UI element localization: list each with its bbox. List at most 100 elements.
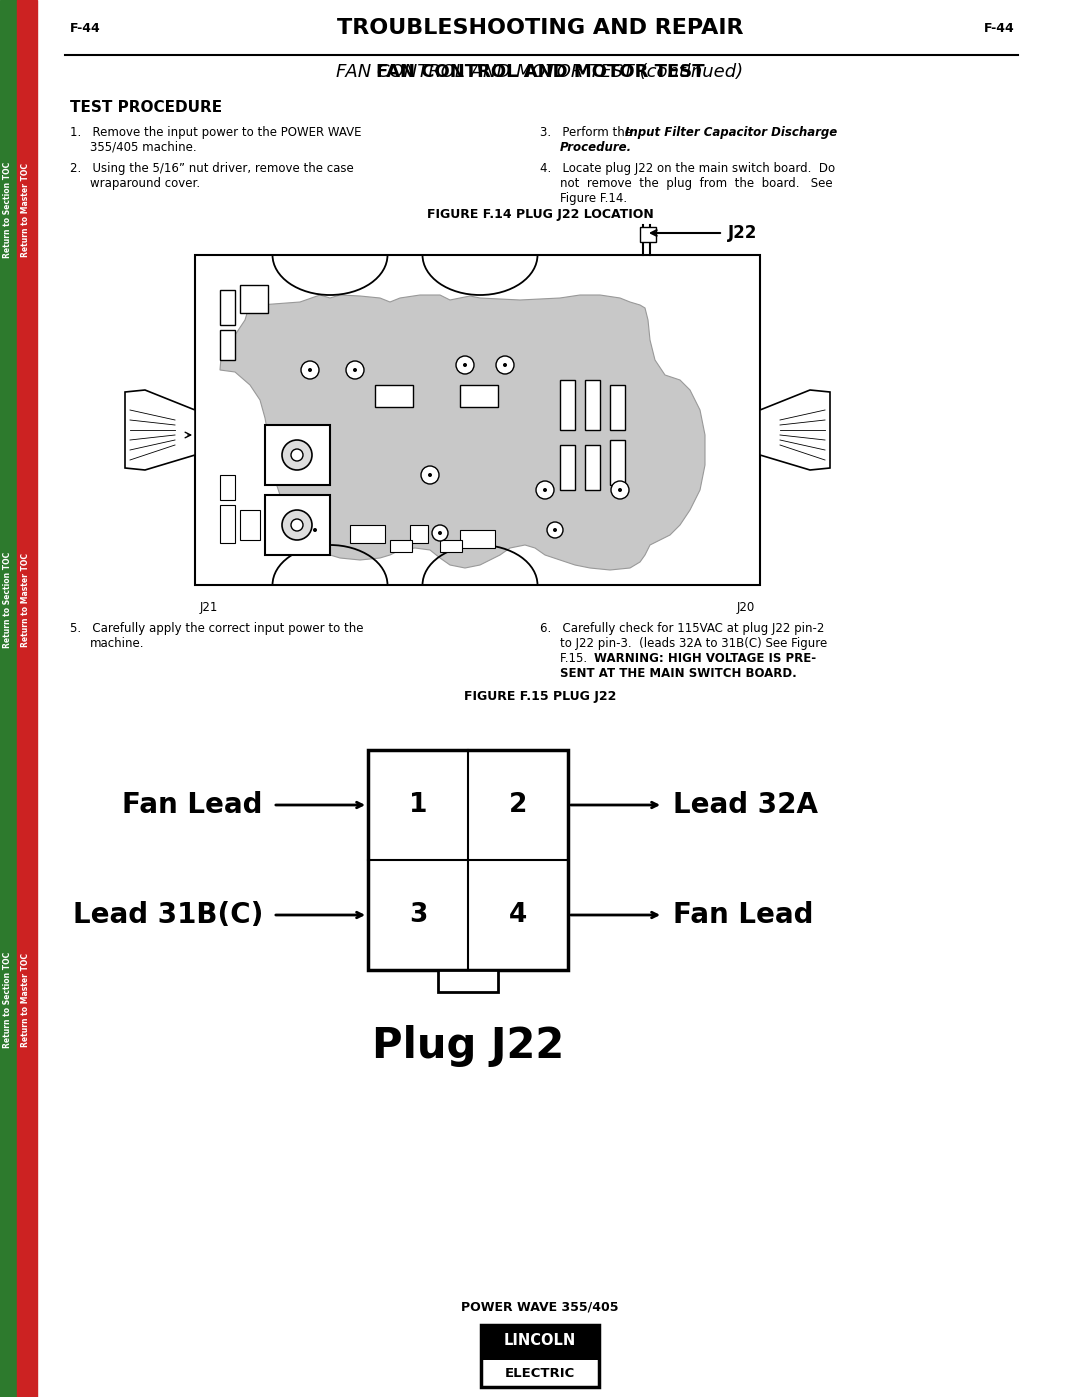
Text: 2.   Using the 5/16” nut driver, remove the case: 2. Using the 5/16” nut driver, remove th…: [70, 162, 354, 175]
Text: 1.   Remove the input power to the POWER WAVE: 1. Remove the input power to the POWER W…: [70, 126, 362, 138]
Text: TEST PROCEDURE: TEST PROCEDURE: [70, 101, 222, 115]
Circle shape: [611, 481, 629, 499]
Bar: [240, 510, 260, 541]
Text: FAN CONTROL AND MOTOR TEST: FAN CONTROL AND MOTOR TEST: [376, 63, 704, 81]
Text: Input Filter Capacitor Discharge: Input Filter Capacitor Discharge: [625, 126, 837, 138]
Circle shape: [463, 363, 467, 367]
Bar: [610, 440, 625, 485]
Text: to J22 pin-3.  (leads 32A to 31B(C) See Figure: to J22 pin-3. (leads 32A to 31B(C) See F…: [561, 637, 827, 650]
Bar: [561, 446, 575, 490]
Text: Return to Master TOC: Return to Master TOC: [22, 163, 30, 257]
Circle shape: [536, 481, 554, 499]
Circle shape: [353, 367, 357, 372]
Bar: [195, 256, 760, 585]
Circle shape: [496, 356, 514, 374]
Circle shape: [307, 522, 323, 538]
Text: 355/405 machine.: 355/405 machine.: [90, 141, 197, 154]
Circle shape: [543, 488, 546, 492]
Polygon shape: [760, 390, 831, 469]
Polygon shape: [125, 390, 195, 469]
Text: ®: ®: [591, 1329, 599, 1337]
Bar: [481, 1324, 599, 1387]
Bar: [438, 970, 498, 992]
Bar: [265, 425, 330, 485]
Text: 3.   Perform the: 3. Perform the: [540, 126, 636, 138]
Text: F-44: F-44: [70, 22, 100, 35]
Bar: [220, 330, 235, 360]
Text: TROUBLESHOOTING AND REPAIR: TROUBLESHOOTING AND REPAIR: [337, 18, 743, 38]
Text: F-44: F-44: [984, 22, 1015, 35]
Bar: [375, 386, 413, 407]
Text: Procedure.: Procedure.: [561, 141, 632, 154]
Bar: [220, 504, 235, 543]
Bar: [460, 529, 495, 548]
Circle shape: [301, 360, 319, 379]
Text: LINCOLN: LINCOLN: [504, 1333, 576, 1348]
Text: Return to Section TOC: Return to Section TOC: [3, 162, 13, 258]
Bar: [483, 1327, 597, 1359]
Text: Return to Master TOC: Return to Master TOC: [22, 553, 30, 647]
Bar: [240, 285, 268, 313]
Bar: [610, 386, 625, 430]
Bar: [585, 446, 600, 490]
Text: Fan Lead: Fan Lead: [673, 901, 813, 929]
Text: Return to Master TOC: Return to Master TOC: [22, 953, 30, 1046]
Bar: [220, 475, 235, 500]
Text: FIGURE F.15 PLUG J22: FIGURE F.15 PLUG J22: [463, 690, 617, 703]
Text: 5.   Carefully apply the correct input power to the: 5. Carefully apply the correct input pow…: [70, 622, 364, 636]
Bar: [17, 0, 37, 1397]
Text: Fan Lead: Fan Lead: [122, 791, 264, 819]
Text: Lead 32A: Lead 32A: [673, 791, 818, 819]
Text: J22: J22: [728, 224, 757, 242]
Text: Lead 31B(C): Lead 31B(C): [72, 901, 264, 929]
Text: wraparound cover.: wraparound cover.: [90, 177, 200, 190]
Circle shape: [282, 440, 312, 469]
Bar: [440, 541, 462, 552]
Text: 4: 4: [509, 902, 527, 928]
Text: J21: J21: [200, 601, 218, 615]
Text: 3: 3: [409, 902, 428, 928]
Bar: [350, 525, 384, 543]
Circle shape: [618, 488, 622, 492]
Bar: [0, 0, 17, 1397]
Bar: [390, 541, 411, 552]
Text: 6.   Carefully check for 115VAC at plug J22 pin-2: 6. Carefully check for 115VAC at plug J2…: [540, 622, 824, 636]
Bar: [265, 495, 330, 555]
Circle shape: [432, 525, 448, 541]
Bar: [410, 525, 428, 543]
Text: 4.   Locate plug J22 on the main switch board.  Do: 4. Locate plug J22 on the main switch bo…: [540, 162, 835, 175]
Circle shape: [291, 448, 303, 461]
Bar: [368, 750, 568, 970]
Circle shape: [421, 467, 438, 483]
Text: POWER WAVE 355/405: POWER WAVE 355/405: [461, 1301, 619, 1313]
Text: FAN CONTROL AND MOTOR TEST (continued): FAN CONTROL AND MOTOR TEST (continued): [337, 63, 743, 81]
Bar: [460, 386, 498, 407]
Text: FIGURE F.14 PLUG J22 LOCATION: FIGURE F.14 PLUG J22 LOCATION: [427, 208, 653, 221]
Text: Figure F.14.: Figure F.14.: [561, 191, 627, 205]
Bar: [640, 226, 656, 242]
Circle shape: [428, 474, 432, 476]
Text: Return to Section TOC: Return to Section TOC: [3, 951, 13, 1048]
Circle shape: [546, 522, 563, 538]
Text: not  remove  the  plug  from  the  board.   See: not remove the plug from the board. See: [561, 177, 833, 190]
Text: F.15.: F.15.: [561, 652, 598, 665]
Circle shape: [346, 360, 364, 379]
Circle shape: [313, 528, 318, 532]
Text: J20: J20: [737, 601, 755, 615]
Circle shape: [553, 528, 557, 532]
Circle shape: [438, 531, 442, 535]
Text: ELECTRIC: ELECTRIC: [504, 1366, 576, 1380]
Text: 2: 2: [509, 792, 527, 819]
Circle shape: [456, 356, 474, 374]
Circle shape: [291, 520, 303, 531]
Text: 1: 1: [408, 792, 428, 819]
Bar: [585, 380, 600, 430]
Circle shape: [282, 510, 312, 541]
Text: machine.: machine.: [90, 637, 145, 650]
Circle shape: [308, 367, 312, 372]
Text: SENT AT THE MAIN SWITCH BOARD.: SENT AT THE MAIN SWITCH BOARD.: [561, 666, 797, 680]
Text: Return to Section TOC: Return to Section TOC: [3, 552, 13, 648]
Text: WARNING: HIGH VOLTAGE IS PRE-: WARNING: HIGH VOLTAGE IS PRE-: [594, 652, 816, 665]
Bar: [220, 291, 235, 326]
Circle shape: [503, 363, 507, 367]
